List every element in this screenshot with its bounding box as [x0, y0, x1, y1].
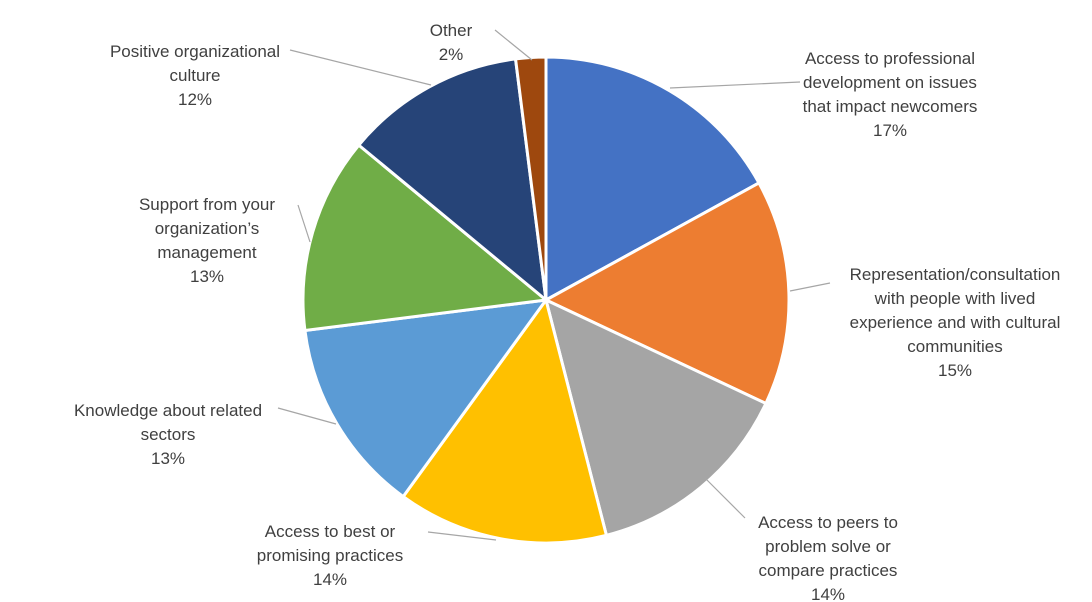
leader-line-7 — [289, 49, 432, 86]
slice-label-2: Representation/consultation with people w… — [850, 265, 1061, 380]
slice-percent-label: 13% — [190, 267, 224, 286]
slice-percent-label: 13% — [151, 449, 185, 468]
slice-category-label-line: Access to peers to — [758, 513, 898, 532]
slice-category-label-line: promising practices — [257, 546, 403, 565]
slice-category-label-line: Support from your — [139, 195, 275, 214]
slice-percent-label: 14% — [811, 585, 845, 602]
slice-category-label-line: Access to professional — [805, 49, 975, 68]
leader-line-5 — [277, 407, 337, 425]
pie-slice-1 — [544, 55, 761, 303]
slice-category-label-line: Other — [430, 21, 473, 40]
leader-line-3 — [704, 477, 746, 519]
slice-label-8: Other 2% — [430, 21, 473, 64]
leader-line-4 — [427, 531, 497, 541]
slice-percent-label: 14% — [313, 570, 347, 589]
slice-percent-label: 2% — [439, 45, 464, 64]
slice-percent-label: 12% — [178, 90, 212, 109]
slices-layer — [301, 55, 791, 545]
slice-label-6: Support from your organization’s managemen… — [139, 195, 275, 286]
slice-percent-label: 15% — [938, 361, 972, 380]
slice-category-label-line: Positive organizational — [110, 42, 280, 61]
pie-slice-6 — [301, 142, 550, 333]
slice-category-label-line: sectors — [141, 425, 196, 444]
slice-label-3: Access to peers to problem solve or compar… — [758, 513, 898, 602]
slice-category-label-line: experience and with cultural — [850, 313, 1061, 332]
pie-slice-8 — [513, 55, 548, 301]
slice-category-label-line: communities — [907, 337, 1002, 356]
leader-line-6 — [297, 204, 311, 243]
slice-category-label-line: problem solve or — [765, 537, 891, 556]
leader-lines-layer — [277, 29, 831, 541]
slice-label-7: Positive organizational culture 12% — [110, 42, 280, 109]
slice-category-label-line: that impact newcomers — [803, 97, 978, 116]
slice-category-label-line: with people with lived — [874, 289, 1036, 308]
slice-category-label-line: organization’s — [155, 219, 260, 238]
pie-slice-3 — [543, 297, 768, 538]
slice-label-4: Access to best or promising practices 14% — [257, 522, 403, 589]
leader-line-2 — [789, 282, 831, 292]
slice-category-label-line: Knowledge about related — [74, 401, 262, 420]
slice-category-label-line: Representation/consultation — [850, 265, 1061, 284]
slice-label-1: Access to professional development on iss… — [803, 49, 978, 140]
pie-slice-4 — [401, 296, 609, 545]
slice-category-label-line: Access to best or — [265, 522, 396, 541]
pie-slice-7 — [356, 57, 548, 304]
slice-category-label-line: management — [157, 243, 257, 262]
slice-category-label-line: development on issues — [803, 73, 977, 92]
leader-line-1 — [669, 81, 801, 89]
pie-slice-2 — [542, 180, 791, 406]
pie-slice-5 — [303, 298, 550, 499]
slice-percent-label: 17% — [873, 121, 907, 140]
labels-layer: Access to professional development on iss… — [74, 21, 1060, 602]
slice-label-5: Knowledge about related sectors 13% — [74, 401, 262, 468]
slice-category-label-line: culture — [169, 66, 220, 85]
leader-line-8 — [494, 29, 533, 61]
slice-category-label-line: compare practices — [759, 561, 898, 580]
